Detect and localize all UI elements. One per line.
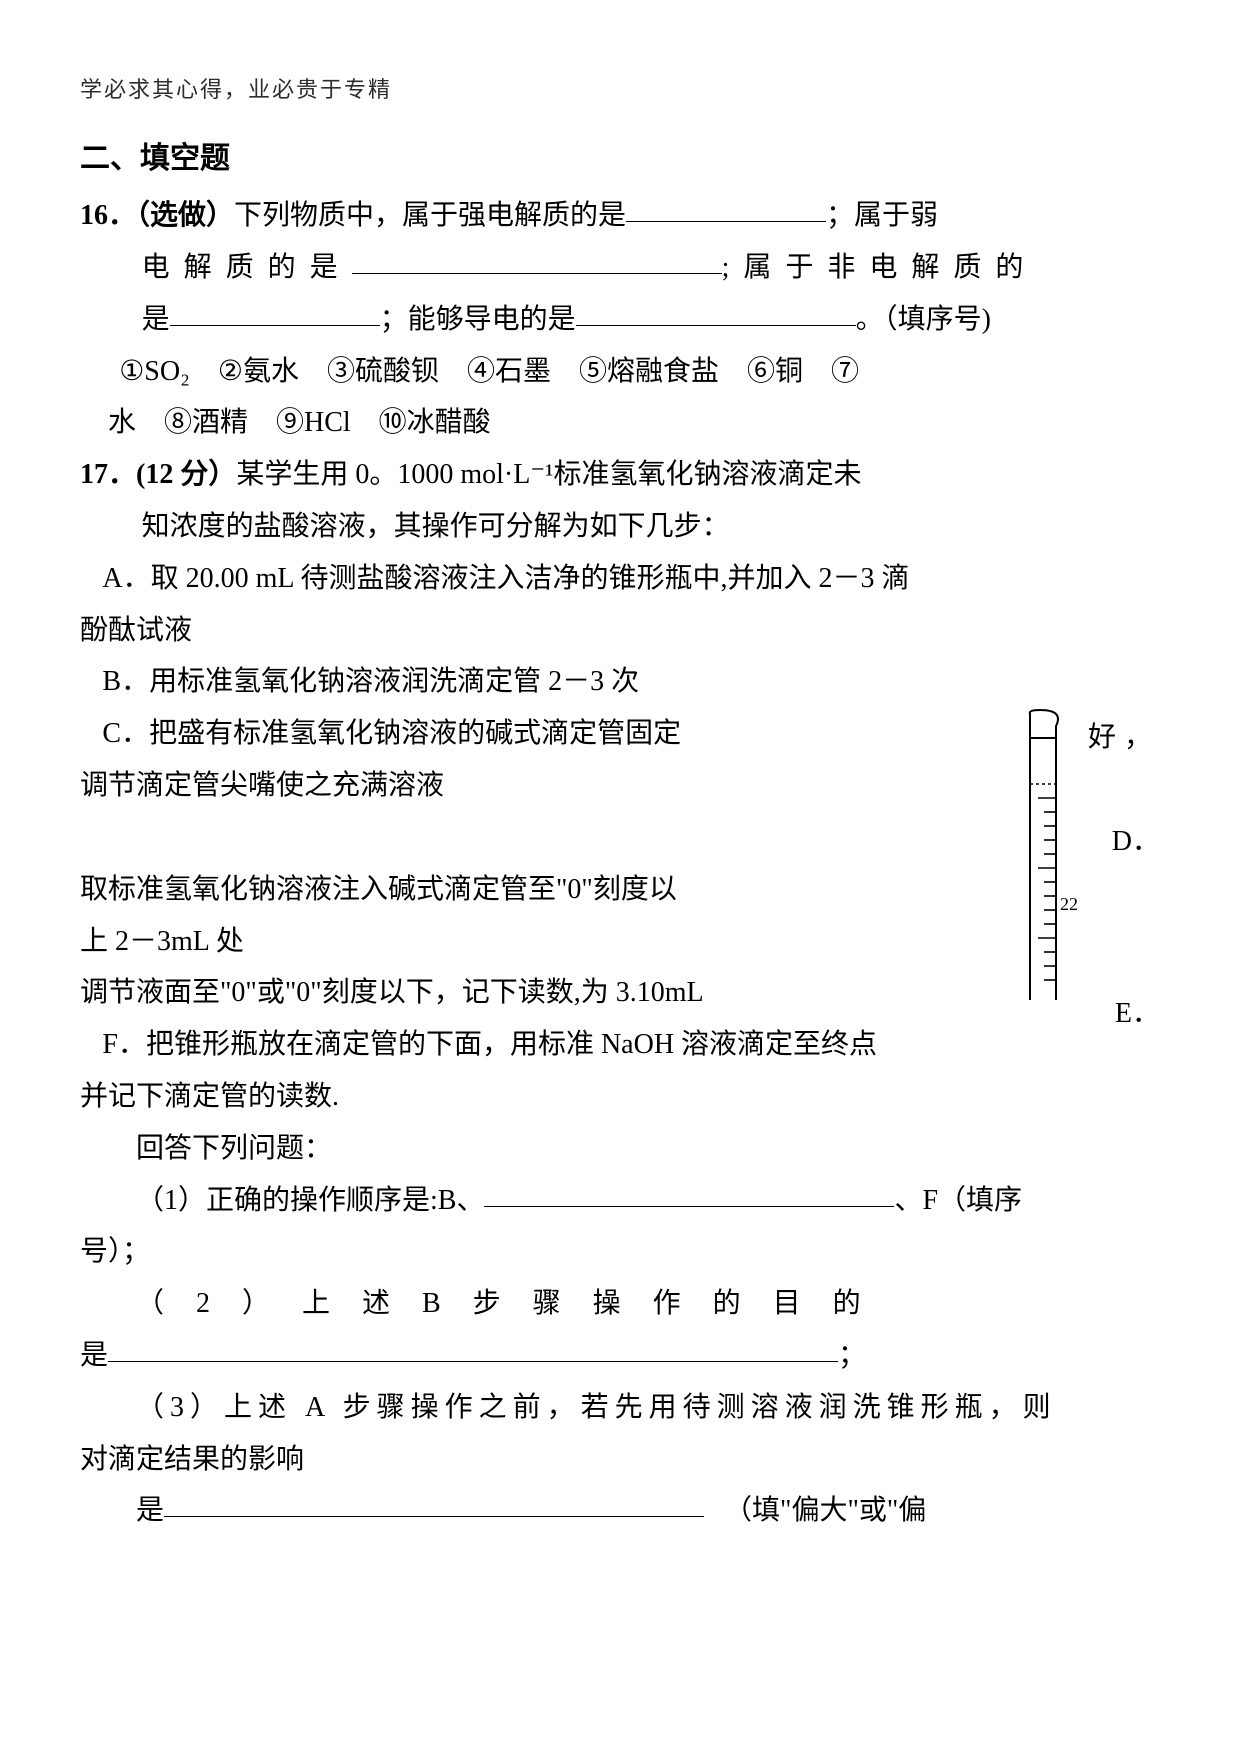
q16-line1: 16．（选做）下列物质中，属于强电解质的是 ；属于弱 <box>80 190 1160 242</box>
q16-options-row1: ①SO₂ ②氨水 ③硫酸钡 ④石墨 ⑤熔融食盐 ⑥铜 ⑦ <box>80 346 1160 398</box>
q16-number: 16． <box>80 200 136 231</box>
q17-p2-blank <box>108 1333 838 1362</box>
q16-blank-3 <box>170 296 380 325</box>
q17-lead: 某学生用 0。1000 mol·L⁻¹标准氢氧化钠溶液滴定未 <box>236 459 861 490</box>
q16-line3: 是 ；能够导电的是 。（填序号) <box>80 294 1160 346</box>
q17-number: 17． <box>80 459 136 490</box>
q17-p2-c: ； <box>838 1340 866 1371</box>
question-16: 16．（选做）下列物质中，属于强电解质的是；属于弱 电解质的是;属于非电解质的 … <box>80 190 1160 449</box>
q16-options-row2: 水 ⑧酒精 ⑨HCl ⑩冰醋酸 <box>80 397 1160 449</box>
spacer-1 <box>80 812 990 864</box>
q17-step-a-1: A．取 20.00 mL 待测盐酸溶液注入洁净的锥形瓶中,并加入 2－3 滴 <box>80 553 1160 605</box>
header-motto: 学必求其心得，业必贵于专精 <box>80 70 1160 111</box>
q17-lead-line1: 17．(12 分）某学生用 0。1000 mol·L⁻¹标准氢氧化钠溶液滴定未 <box>80 449 1160 501</box>
q17-p2-a: （2）上述B步骤操作的目的 <box>136 1288 893 1319</box>
q16-blank-4 <box>576 296 856 325</box>
q17-lead-line2: 知浓度的盐酸溶液，其操作可分解为如下几步： <box>80 501 1160 553</box>
q16-text-1: 下列物质中，属于强电解质的是 <box>234 200 626 231</box>
q16-blank-1 <box>626 193 826 222</box>
q17-answer-lead: 回答下列问题： <box>80 1123 1160 1175</box>
q17-step-c-1: C．把盛有标准氢氧化钠溶液的碱式滴定管固定 <box>80 708 990 760</box>
q17-points: (12 分） <box>136 459 236 490</box>
question-17: 17．(12 分）某学生用 0。1000 mol·L⁻¹标准氢氧化钠溶液滴定未 … <box>80 449 1160 1537</box>
q16-optional: （选做） <box>136 200 234 231</box>
q17-p3c-b: （填"偏大"或"偏 <box>724 1495 926 1526</box>
q17-part1-line2: 号）； <box>80 1226 1160 1278</box>
svg-text:22: 22 <box>1060 894 1078 914</box>
q17-part3-line1: （3）上述 A 步骤操作之前，若先用待测溶液润洗锥形瓶，则 <box>80 1382 1160 1434</box>
q16-text-2b: ;属于非电解质的 <box>722 252 1038 283</box>
q17-p1-b: 、F（填序 <box>894 1185 1022 1216</box>
q17-part3-line2: 对滴定结果的影响 <box>80 1434 1160 1486</box>
section-title: 二、填空题 <box>80 131 1160 187</box>
q16-text-1b: ；属于弱 <box>826 200 938 231</box>
q17-p1-blank <box>484 1177 894 1206</box>
q17-step-c-2: 调节滴定管尖嘴使之充满溶液 <box>80 760 990 812</box>
q17-p3-blank <box>164 1488 704 1517</box>
q17-part1-line1: （1）正确的操作顺序是:B、 、F（填序 <box>80 1175 1160 1227</box>
q17-part2-line1: （2）上述B步骤操作的目的 <box>80 1278 1160 1330</box>
q16-text-3a: 是 <box>142 304 170 335</box>
q17-step-b: B．用标准氢氧化钠溶液润洗滴定管 2－3 次 <box>80 656 1160 708</box>
q17-c-hao: 好， <box>1088 712 1160 764</box>
q17-part3-line3: 是 （填"偏大"或"偏 <box>80 1485 1160 1537</box>
q17-step-d-2: 上 2－3mL 处 <box>80 916 990 968</box>
q16-line2: 电解质的是 ;属于非电解质的 <box>80 242 1160 294</box>
q17-p2-b: 是 <box>80 1340 108 1371</box>
q17-part2-line2: 是； <box>80 1330 1160 1382</box>
burette-icon: 22 <box>1010 708 1080 1008</box>
q17-step-d-1: 取标准氢氧化钠溶液注入碱式滴定管至"0"刻度以 <box>80 864 990 916</box>
q17-p3c-a: 是 <box>136 1495 164 1526</box>
q16-blank-2 <box>352 245 722 274</box>
q17-step-f-1: F．把锥形瓶放在滴定管的下面，用标准 NaOH 溶液滴定至终点 <box>80 1019 1160 1071</box>
q17-step-e-1: 调节液面至"0"或"0"刻度以下，记下读数,为 3.10mL <box>80 967 1160 1019</box>
q17-step-f-2: 并记下滴定管的读数. <box>80 1071 1160 1123</box>
figure-column: 好， <box>990 708 1160 967</box>
q17-p1-a: （1）正确的操作顺序是:B、 <box>136 1185 484 1216</box>
q16-text-3b: ；能够导电的是 <box>380 304 576 335</box>
q17-figure-row: C．把盛有标准氢氧化钠溶液的碱式滴定管固定 调节滴定管尖嘴使之充满溶液 取标准氢… <box>80 708 1160 967</box>
q17-step-a-2: 酚酞试液 <box>80 605 1160 657</box>
q17-e-mark: E． <box>1115 988 1160 1040</box>
q16-text-2a: 电解质的是 <box>142 252 352 283</box>
q16-text-3c: 。（填序号) <box>856 304 991 335</box>
q17-d-mark: D． <box>1112 816 1160 868</box>
